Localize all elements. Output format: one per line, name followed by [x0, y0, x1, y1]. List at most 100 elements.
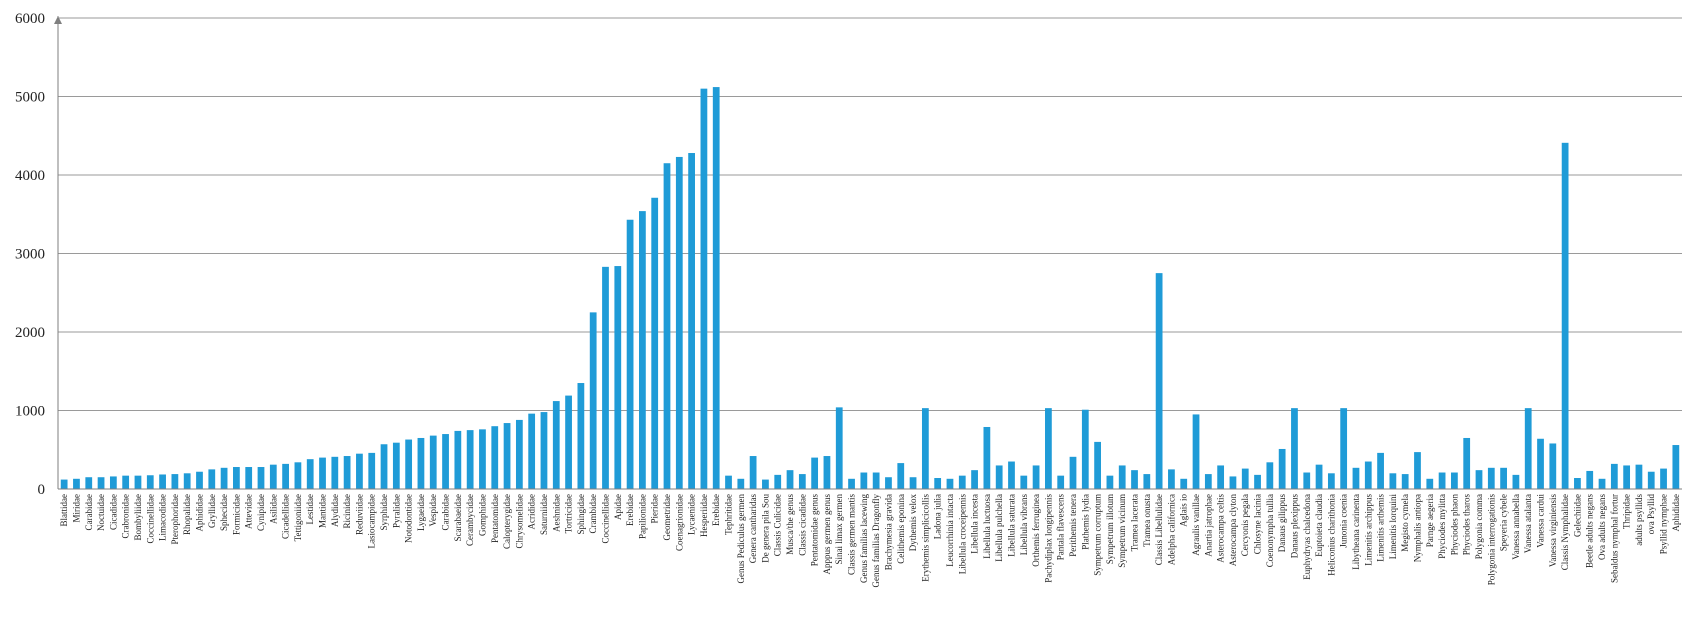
bar — [934, 478, 942, 489]
bar — [1192, 414, 1200, 489]
x-tick-label: Coenagrionidae — [674, 494, 684, 551]
bar — [1168, 469, 1175, 489]
x-tick-label: Genera cantharidas — [748, 494, 758, 564]
x-tick-label: Apppus germen genus — [822, 494, 832, 575]
bar — [282, 463, 289, 489]
y-tick-label: 0 — [38, 482, 46, 498]
x-tick-label: Geometridae — [662, 494, 672, 540]
x-tick-label: Danaus plexippus — [1289, 494, 1299, 559]
x-tick-label: Sphingidae — [576, 494, 586, 535]
bar — [602, 266, 609, 489]
bar — [405, 439, 413, 489]
bar — [675, 156, 683, 489]
bar — [220, 467, 228, 489]
bar — [85, 477, 93, 489]
x-tick-label: Ricinidae — [342, 494, 352, 529]
bar — [1463, 437, 1471, 489]
bar — [626, 219, 634, 489]
bar — [454, 430, 462, 489]
x-tick-label: Carabidae — [441, 494, 451, 530]
x-tick-label: Sympetrum vicinum — [1117, 494, 1127, 568]
bar — [306, 459, 314, 489]
x-tick-label: Cynipidae — [256, 494, 266, 531]
x-tick-label: Libellula incesta — [970, 494, 980, 554]
bar — [848, 478, 855, 489]
y-tick-label: 5000 — [15, 90, 45, 106]
x-tick-label: Tramea onusta — [1142, 494, 1152, 547]
x-tick-label: Pterophoridae — [170, 494, 180, 544]
bar — [823, 456, 831, 489]
x-tick-label: Noctuidae — [96, 494, 106, 531]
bar — [921, 408, 929, 489]
x-tick-label: Coccinellidae — [145, 494, 155, 543]
x-tick-label: Scarabaeidae — [453, 494, 463, 541]
x-tick-label: Leucorrhinia intacta — [945, 494, 955, 567]
bar — [97, 477, 105, 489]
bar — [269, 464, 277, 489]
x-tick-label: Nymphalis antiopa — [1412, 494, 1422, 562]
bar — [1610, 463, 1618, 489]
bar — [946, 478, 954, 489]
x-tick-label: Classis cicadidae — [797, 494, 807, 556]
bar — [798, 474, 806, 489]
x-tick-label: Cicadellidae — [281, 494, 291, 539]
bar — [749, 456, 757, 489]
x-tick-label: Tramea lacerata — [1130, 494, 1140, 551]
x-tick-label: Limenitis arthemis — [1376, 494, 1386, 562]
bar — [737, 478, 745, 489]
bar — [417, 437, 425, 489]
x-tick-label: Sebaldus nymphal fortur — [1609, 494, 1619, 583]
bar — [1438, 472, 1446, 489]
x-tick-label: Sphecidae — [219, 494, 229, 531]
bar — [146, 475, 154, 489]
bar — [1561, 142, 1569, 489]
x-tick-label: Asterocampa clyton — [1228, 494, 1238, 567]
x-tick-label: Orthemis ferruginea — [1031, 494, 1041, 567]
bar — [663, 163, 671, 489]
bar — [1352, 467, 1360, 489]
x-tick-label: Tortricidae — [564, 494, 574, 533]
bar — [245, 467, 253, 489]
x-tick-label: Syrphidae — [379, 494, 389, 531]
x-tick-label: Ova adults negans — [1597, 494, 1607, 560]
x-tick-label: Libellula croceipennis — [957, 494, 967, 575]
x-tick-label: Acrididae — [527, 494, 537, 529]
bar — [1500, 467, 1507, 489]
x-tick-label: Asilidae — [268, 494, 278, 524]
x-tick-label: Vanessa annabella — [1511, 494, 1521, 560]
bar — [1008, 461, 1015, 489]
x-tick-label: Lestidae — [305, 494, 315, 525]
x-tick-label: Thripidae — [1622, 494, 1632, 529]
bar — [639, 211, 646, 490]
x-tick-label: Pyralidae — [391, 494, 401, 528]
bar — [1155, 273, 1163, 489]
bar — [233, 467, 240, 489]
x-tick-label: Sympetrum corruptum — [1093, 494, 1103, 576]
bar — [1143, 474, 1151, 489]
x-tick-label: Formicidae — [231, 494, 241, 535]
bar — [208, 469, 216, 489]
x-tick-label: Aglais io — [1179, 494, 1189, 527]
bars — [60, 87, 1680, 490]
bar — [762, 479, 769, 489]
x-tick-label: Coenonympha tullia — [1265, 494, 1275, 567]
bar — [1303, 472, 1311, 489]
x-tick-label: Parnge aegeria — [1425, 494, 1435, 547]
bar — [872, 472, 880, 489]
bar — [1118, 465, 1126, 489]
bar — [109, 476, 117, 489]
bar — [1586, 470, 1594, 489]
bar — [1131, 470, 1138, 489]
bar — [1229, 476, 1237, 489]
bar — [1512, 474, 1520, 489]
bar — [171, 474, 179, 489]
x-tick-label: Pieridae — [650, 494, 660, 524]
x-tick-label: Calopterygidae — [502, 494, 512, 549]
y-tick-label: 4000 — [15, 168, 45, 184]
x-tick-label: Euptoieta claudia — [1314, 494, 1324, 557]
x-tick-label: Adelpha californica — [1166, 494, 1176, 565]
bar — [1487, 467, 1495, 489]
bar — [1426, 478, 1434, 489]
bar — [712, 87, 720, 489]
